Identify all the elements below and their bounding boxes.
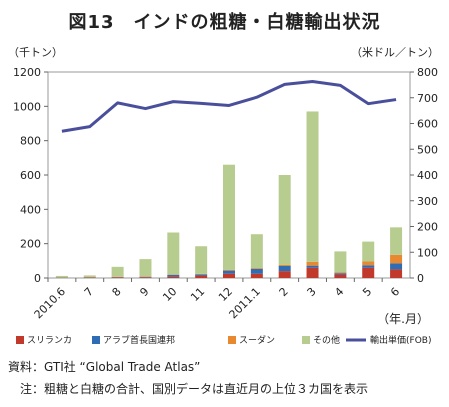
left-tick-label: 0 — [34, 272, 41, 285]
right-tick-label: 300 — [417, 195, 438, 208]
bar-segment — [139, 277, 152, 278]
left-tick-label: 800 — [20, 135, 41, 148]
bar-segment — [139, 259, 152, 277]
bar-segment — [223, 273, 235, 278]
legend-swatch — [228, 336, 236, 344]
legend-label: スーダン — [239, 334, 275, 346]
bar-segment — [390, 227, 403, 255]
right-tick-label: 500 — [417, 143, 438, 156]
x-axis-unit: （年.月） — [377, 312, 429, 326]
bar-segment — [167, 274, 180, 277]
bar-segment — [306, 267, 319, 278]
x-tick-label: 7 — [82, 285, 96, 299]
right-tick-label: 600 — [417, 118, 438, 131]
bars — [55, 111, 403, 278]
source-text: 資料：GTI社 “Global Trade Atlas” — [8, 360, 201, 374]
legend-swatch — [92, 336, 100, 344]
bar-segment — [362, 241, 375, 262]
x-tick-label: 2010.6 — [32, 285, 68, 321]
right-axis-unit: （米ドル／トン） — [351, 46, 439, 59]
legend-label: アラブ首長国連邦 — [103, 334, 175, 346]
x-tick-label: 5 — [360, 285, 374, 299]
page-title: 図13 インドの粗糖・白糖輸出状況 — [68, 12, 381, 33]
x-tick-label: 2011.1 — [227, 285, 263, 321]
bar-segment — [83, 275, 96, 277]
bar-segment — [223, 270, 235, 274]
x-tick-label: 10 — [160, 285, 179, 304]
x-tick-label: 11 — [188, 285, 207, 304]
right-tick-label: 400 — [417, 169, 438, 182]
bar-segment — [250, 273, 263, 278]
x-tick-label: 12 — [216, 285, 235, 304]
right-tick-label: 100 — [417, 246, 438, 259]
bar-segment — [167, 232, 180, 275]
price-line-path — [61, 80, 397, 133]
bar-segment — [195, 273, 208, 275]
left-tick-label: 200 — [20, 238, 41, 251]
bar-segment — [306, 261, 319, 266]
left-tick-label: 1000 — [13, 100, 41, 113]
note-text: 注：粗糖と白糖の合計、国別データは直近月の上位３カ国を表示 — [20, 382, 369, 396]
bar-segment — [306, 265, 319, 268]
bar-segment — [390, 254, 403, 264]
legend-label: スリランカ — [27, 335, 72, 346]
bar-segment — [111, 277, 124, 278]
right-tick-label: 200 — [417, 221, 438, 234]
x-tick-label: 6 — [388, 285, 402, 299]
legend-swatch — [302, 336, 310, 344]
left-tick-label: 1200 — [13, 66, 41, 79]
legend: スリランカ アラブ首長国連邦 スーダン その他 輸出単価(FOB) — [16, 334, 431, 346]
bar-segment — [195, 275, 208, 278]
bar-segment — [167, 274, 180, 275]
bar-segment — [55, 275, 68, 278]
x-tick-label: 3 — [305, 285, 319, 299]
bar-segment — [250, 268, 263, 269]
bar-segment — [334, 251, 347, 273]
bar-segment — [223, 269, 235, 271]
bar-segment — [306, 111, 319, 262]
bar-segment — [195, 274, 208, 276]
bar-segment — [111, 266, 124, 277]
x-tick-label: 9 — [137, 285, 151, 299]
bar-segment — [362, 261, 375, 266]
x-tick-label: 4 — [332, 285, 346, 299]
legend-swatch — [16, 336, 24, 344]
bar-segment — [390, 263, 403, 270]
left-tick-label: 400 — [20, 203, 41, 216]
bar-segment — [278, 265, 291, 272]
bar-segment — [167, 276, 180, 278]
left-axis-unit: （千トン） — [8, 46, 63, 59]
legend-label: 輸出単価(FOB) — [370, 334, 431, 346]
bar-segment — [278, 264, 291, 266]
bar-segment — [362, 267, 375, 278]
price-line — [61, 80, 397, 133]
bar-segment — [278, 175, 291, 265]
legend-label: その他 — [313, 334, 340, 346]
right-tick-label: 800 — [417, 66, 438, 79]
bar-segment — [334, 273, 347, 275]
x-tick-label: 2 — [277, 285, 291, 299]
bar-segment — [223, 164, 235, 270]
bar-segment — [390, 269, 403, 278]
x-tick-label: 8 — [110, 285, 124, 299]
bar-segment — [195, 246, 208, 274]
right-tick-label: 700 — [417, 92, 438, 105]
bar-segment — [362, 265, 375, 268]
bar-segment — [334, 272, 347, 274]
bar-segment — [250, 268, 263, 274]
bar-segment — [139, 276, 152, 278]
bar-segment — [334, 274, 347, 278]
bar-segment — [278, 271, 291, 278]
right-tick-label: 0 — [417, 272, 424, 285]
left-tick-label: 600 — [20, 169, 41, 182]
bar-segment — [250, 234, 263, 269]
